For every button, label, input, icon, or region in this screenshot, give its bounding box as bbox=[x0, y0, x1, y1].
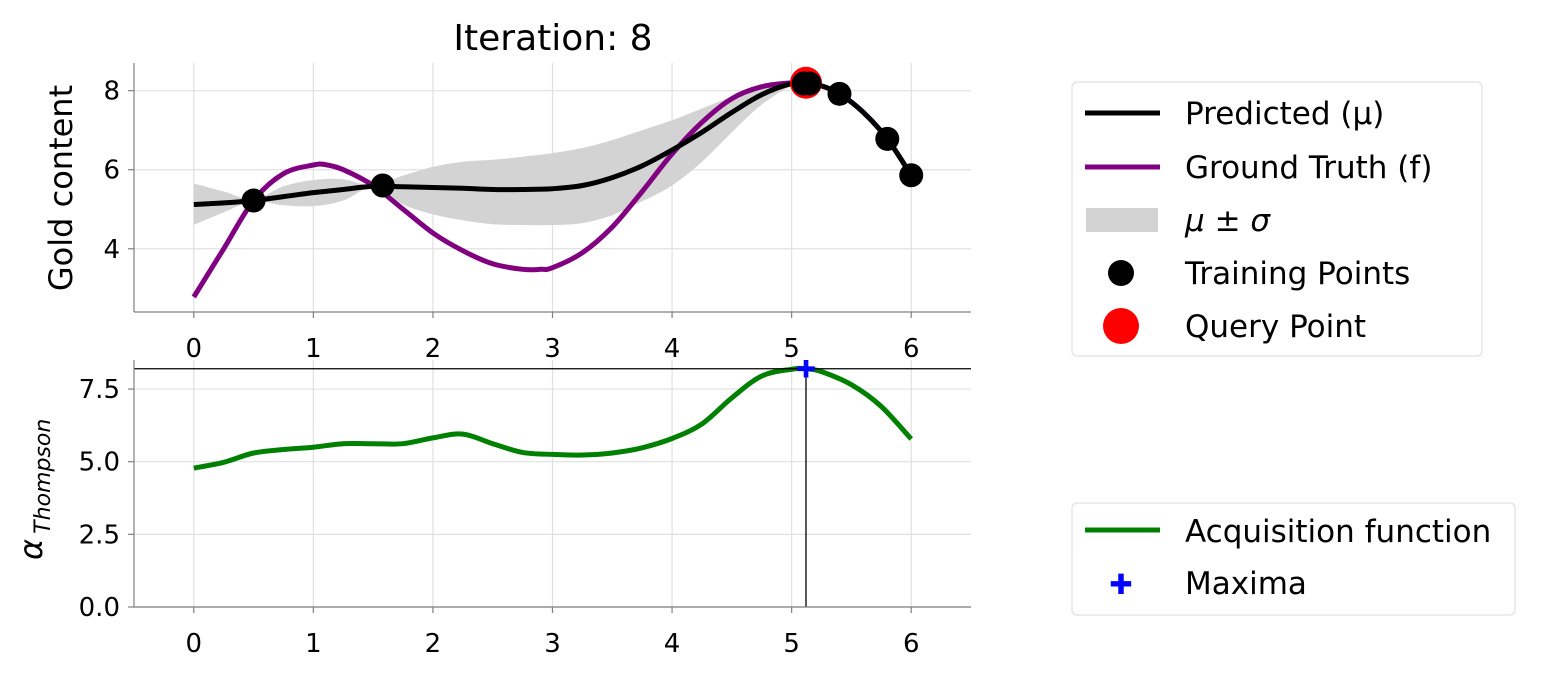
legend-training-point-icon bbox=[1108, 260, 1134, 286]
bottom-y-tick-label: 7.5 bbox=[79, 375, 120, 405]
training-point bbox=[797, 71, 822, 96]
top-x-tick-label: 2 bbox=[425, 334, 442, 364]
uncertainty-band bbox=[193, 81, 912, 226]
bottom-y-tick-label: 5.0 bbox=[79, 448, 120, 478]
top-x-tick-label: 1 bbox=[305, 334, 322, 364]
bottom-plot-area: ✚ bbox=[134, 356, 971, 607]
top-x-tick-label: 6 bbox=[903, 334, 920, 364]
top-x-tick-label: 3 bbox=[544, 334, 561, 364]
legend-maxima-plus-icon: ✚ bbox=[1109, 568, 1132, 601]
training-point bbox=[370, 173, 395, 198]
legend-label-training: Training Points bbox=[1184, 256, 1410, 292]
top-plot-area bbox=[191, 66, 924, 299]
alpha-subscript: Thompson bbox=[31, 419, 56, 534]
bottom-ticks: 0 1 2 3 4 5 6 0.0 2.5 5.0 7.5 bbox=[79, 375, 920, 659]
training-point bbox=[827, 81, 852, 106]
bottom-y-axis-label: α Thompson bbox=[12, 419, 56, 560]
legend-label-predicted: Predicted (μ) bbox=[1185, 96, 1384, 132]
training-point bbox=[899, 163, 924, 188]
top-y-axis-label: Gold content bbox=[42, 85, 80, 291]
bottom-y-tick-label: 0.0 bbox=[79, 593, 120, 623]
legend-label-ground-truth: Ground Truth (f) bbox=[1185, 150, 1432, 186]
top-x-tick-label: 0 bbox=[186, 334, 203, 364]
training-point bbox=[875, 126, 900, 151]
bottom-x-tick-label: 2 bbox=[425, 629, 442, 659]
bottom-legend: Acquisition function ✚ Maxima bbox=[1071, 502, 1516, 616]
top-y-tick-label: 4 bbox=[103, 235, 120, 265]
top-y-tick-label: 6 bbox=[103, 156, 120, 186]
training-point bbox=[241, 188, 266, 213]
legend-label-band: μ ± σ bbox=[1184, 203, 1271, 239]
top-legend-frame bbox=[1071, 81, 1483, 357]
bottom-y-tick-label: 2.5 bbox=[79, 520, 120, 550]
top-x-tick-label: 5 bbox=[783, 334, 800, 364]
top-legend: Predicted (μ) Ground Truth (f) μ ± σ Tra… bbox=[1071, 81, 1483, 357]
chart-title: Iteration: 8 bbox=[453, 18, 652, 59]
legend-label-query: Query Point bbox=[1185, 309, 1366, 345]
maxima-marker: ✚ bbox=[796, 356, 816, 384]
legend-label-maxima: Maxima bbox=[1185, 566, 1307, 602]
bottom-x-tick-label: 5 bbox=[783, 629, 800, 659]
bottom-x-tick-label: 3 bbox=[544, 629, 561, 659]
bottom-x-tick-label: 1 bbox=[305, 629, 322, 659]
bottom-x-tick-label: 0 bbox=[186, 629, 203, 659]
bottom-legend-frame bbox=[1071, 502, 1516, 616]
bottom-x-tick-label: 4 bbox=[664, 629, 681, 659]
legend-query-point-icon bbox=[1103, 308, 1139, 344]
top-x-tick-label: 4 bbox=[664, 334, 681, 364]
top-ticks: 0 1 2 3 4 5 6 4 6 8 bbox=[103, 77, 919, 364]
legend-band-icon bbox=[1086, 208, 1158, 232]
top-y-tick-label: 8 bbox=[103, 77, 120, 107]
bottom-axes: ✚ 0 1 2 3 4 5 6 0.0 2.5 5.0 7.5 α Thompson bbox=[12, 356, 971, 659]
bottom-x-tick-label: 6 bbox=[903, 629, 920, 659]
top-axes: 0 1 2 3 4 5 6 4 6 8 Iteration: 8 Gold content bbox=[42, 18, 971, 364]
legend-label-acquisition: Acquisition function bbox=[1185, 514, 1491, 550]
alpha-symbol: α bbox=[12, 539, 50, 560]
bottom-grid bbox=[134, 360, 971, 608]
